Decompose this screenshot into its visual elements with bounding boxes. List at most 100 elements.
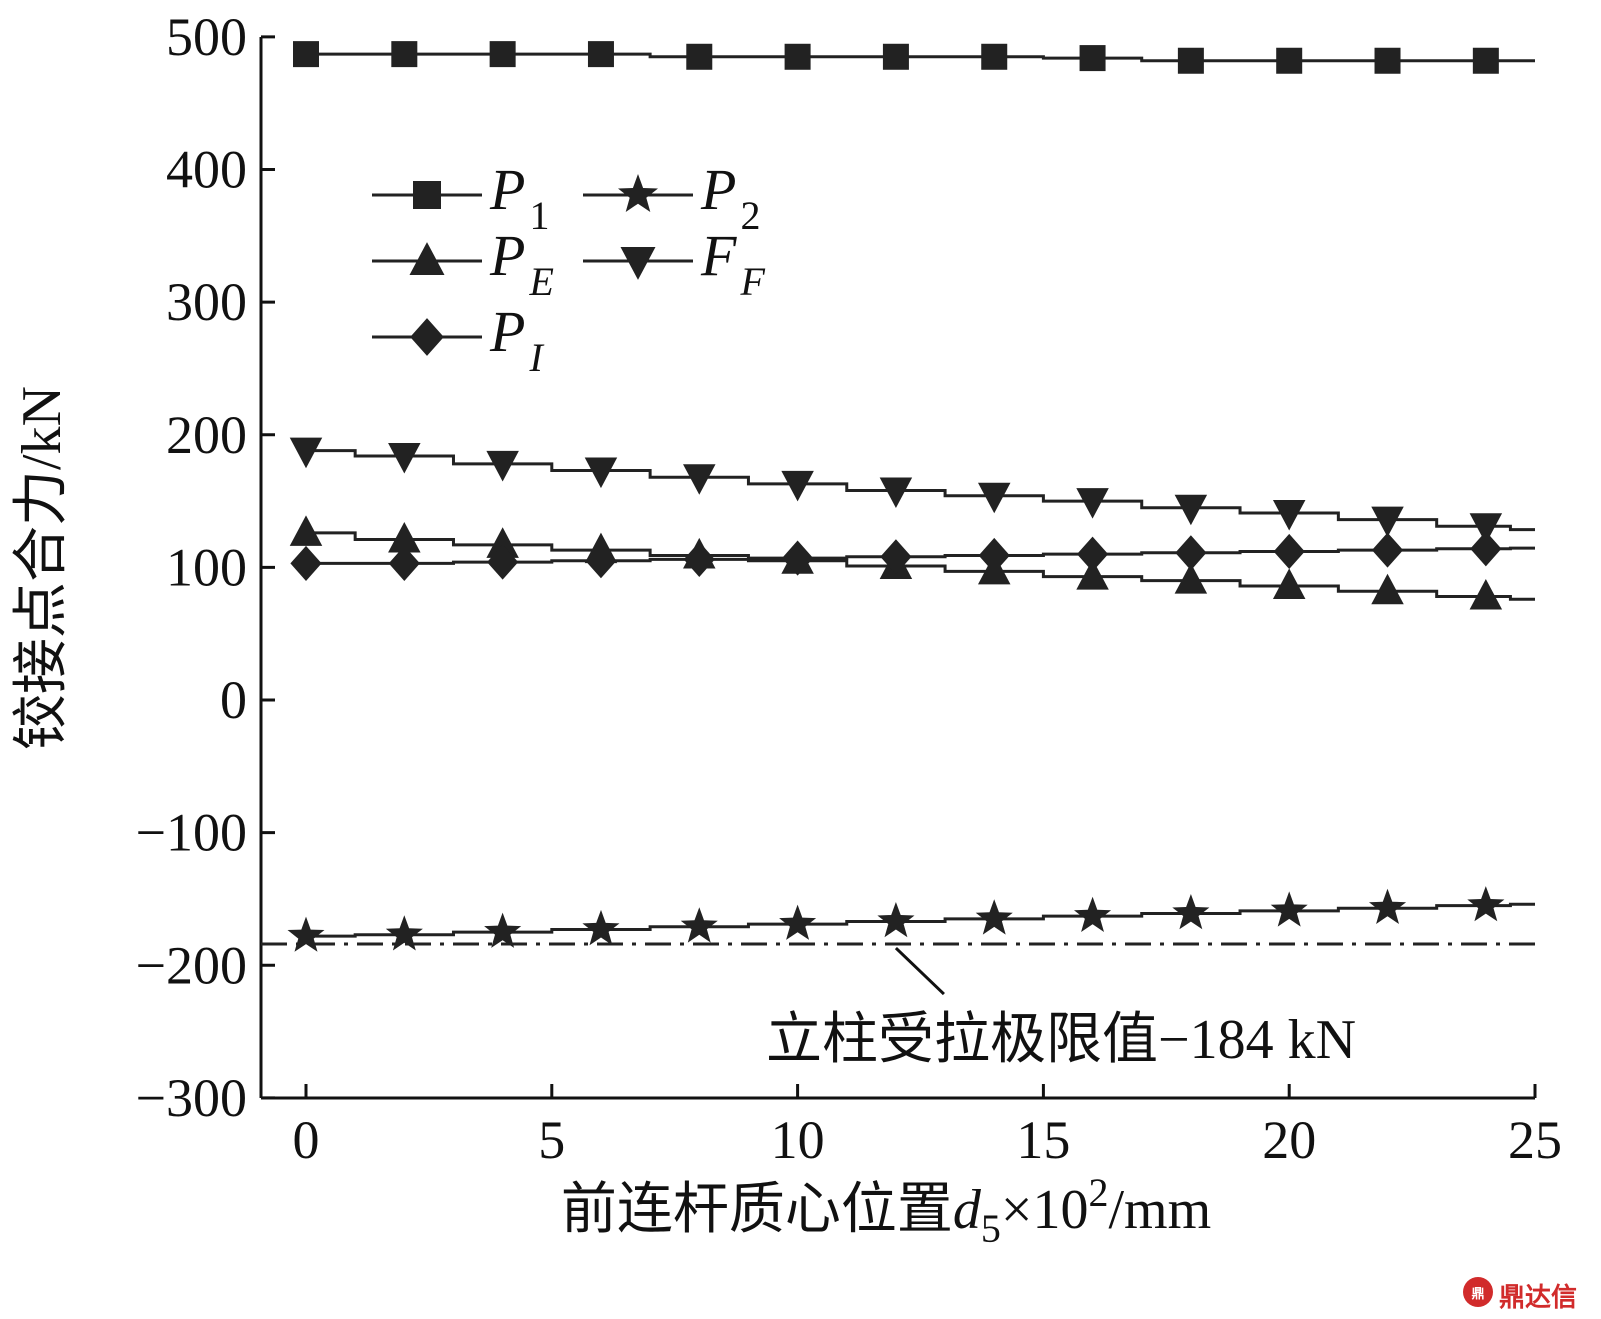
marker-triangle-up [388, 521, 421, 553]
marker-triangle-up [1371, 573, 1404, 605]
series-layer [287, 41, 1535, 952]
marker-star [385, 915, 423, 951]
marker-triangle-down [1371, 506, 1404, 538]
marker-square [1079, 45, 1106, 72]
marker-triangle-down [388, 442, 421, 474]
marker-triangle-up [409, 242, 445, 275]
marker-triangle-down [620, 247, 656, 280]
y-tick-label: 500 [166, 7, 247, 67]
marker-triangle-down [977, 482, 1011, 514]
y-tick-label: −100 [136, 803, 247, 863]
marker-triangle-up [1469, 579, 1503, 610]
series-line [306, 546, 1535, 565]
marker-square [1374, 47, 1401, 74]
marker-triangle-down [1272, 499, 1306, 531]
marker-diamond [683, 541, 715, 577]
marker-diamond [290, 545, 322, 581]
marker-star [877, 902, 915, 938]
marker-diamond [978, 537, 1010, 573]
axes: 500 400 300 200 100 0 −100 −200 −300 0 5 10 15 20 25 [136, 7, 1562, 1170]
marker-diamond [1371, 532, 1404, 568]
marker-diamond [880, 539, 912, 575]
watermark-text: 鼎达信 [1499, 1283, 1578, 1313]
marker-star [1074, 896, 1112, 932]
series-line [306, 531, 1535, 601]
marker-triangle-down [683, 464, 716, 495]
marker-diamond [1076, 536, 1109, 572]
x-tick-label: 25 [1508, 1110, 1562, 1170]
marker-star [1369, 888, 1407, 924]
marker-square [413, 181, 441, 209]
y-axis-label: 铰接点合力/kN [11, 386, 73, 750]
marker-diamond [1175, 535, 1207, 571]
marker-triangle-down [879, 477, 913, 509]
annotation-text: 立柱受拉极限值−184 kN [766, 1009, 1356, 1071]
marker-diamond [487, 544, 519, 580]
marker-diamond [388, 545, 420, 581]
marker-diamond [782, 540, 814, 576]
ding-logo-icon: 鼎 [1463, 1277, 1493, 1307]
y-tick-label: 0 [220, 670, 247, 730]
marker-star [1270, 891, 1308, 927]
x-tick-label: 10 [771, 1110, 825, 1170]
marker-triangle-down [486, 450, 519, 482]
marker-star [484, 912, 522, 948]
marker-star [582, 909, 620, 946]
marker-triangle-down [1174, 494, 1208, 526]
series-p-1 [293, 41, 1535, 74]
series-p-2 [287, 886, 1535, 952]
x-tick-label: 5 [538, 1110, 565, 1170]
annotation-pointer [894, 946, 945, 996]
marker-star [680, 907, 718, 943]
y-tick-label: −200 [136, 935, 247, 995]
marker-diamond [585, 543, 617, 579]
marker-square [981, 43, 1008, 70]
marker-square [784, 43, 811, 70]
x-tick-label: 20 [1262, 1110, 1316, 1170]
axis-labels: 铰接点合力/kN 前连杆质心位置d5×102/mm [11, 386, 1211, 1251]
marker-square [587, 41, 614, 68]
y-tick-label: −300 [136, 1068, 247, 1128]
marker-triangle-down [289, 437, 323, 469]
marker-star [287, 916, 325, 952]
marker-diamond [1470, 531, 1502, 567]
series-p-i [290, 531, 1535, 581]
marker-square [1177, 47, 1204, 74]
marker-diamond [410, 318, 444, 356]
marker-square [1276, 47, 1303, 74]
marker-square [882, 43, 909, 70]
series-line [306, 52, 1535, 63]
series-line [306, 902, 1535, 938]
marker-triangle-up [1076, 559, 1109, 590]
y-tick-label: 400 [166, 140, 247, 200]
x-tick-label: 15 [1016, 1110, 1070, 1170]
x-axis-label: 前连杆质心位置d5×102/mm [561, 1170, 1211, 1251]
marker-square [293, 41, 319, 68]
series-f-f [289, 437, 1535, 544]
marker-triangle-down [584, 457, 618, 489]
marker-square [391, 41, 418, 68]
marker-star [618, 174, 658, 212]
series-line [306, 449, 1535, 532]
marker-triangle-up [289, 515, 323, 546]
marker-star [1467, 886, 1505, 922]
marker-square [1472, 47, 1499, 74]
marker-square [489, 41, 516, 68]
marker-triangle-down [1076, 488, 1109, 519]
marker-square [686, 43, 713, 70]
marker-star [1172, 894, 1210, 930]
marker-triangle-up [1174, 563, 1208, 594]
marker-triangle-down [781, 470, 814, 502]
y-tick-label: 300 [166, 272, 247, 332]
annotation-layer: 立柱受拉极限值−184 kN [766, 946, 1356, 1071]
watermark: 鼎 鼎达信 [1463, 1275, 1593, 1313]
